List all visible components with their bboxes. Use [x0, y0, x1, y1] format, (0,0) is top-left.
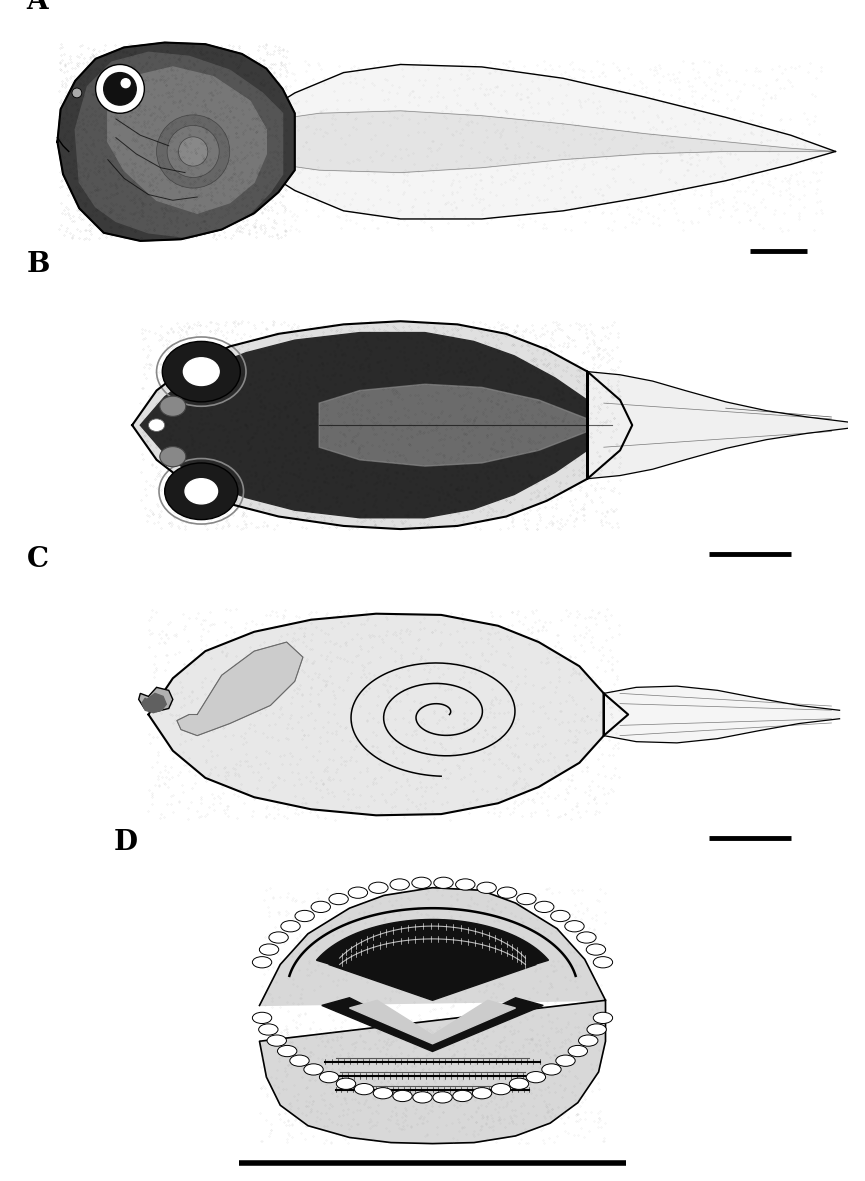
Circle shape	[157, 115, 230, 188]
Circle shape	[121, 79, 130, 87]
Ellipse shape	[355, 1083, 374, 1095]
Polygon shape	[75, 52, 283, 237]
Circle shape	[72, 89, 82, 98]
Ellipse shape	[586, 944, 606, 955]
Circle shape	[163, 341, 240, 402]
Ellipse shape	[278, 1045, 297, 1057]
Circle shape	[160, 446, 186, 466]
Polygon shape	[319, 384, 587, 466]
Ellipse shape	[587, 1024, 606, 1035]
Ellipse shape	[579, 1035, 598, 1046]
Polygon shape	[149, 614, 628, 815]
Circle shape	[95, 65, 144, 113]
Ellipse shape	[497, 887, 516, 899]
Ellipse shape	[281, 921, 300, 932]
Ellipse shape	[526, 1071, 546, 1083]
Ellipse shape	[260, 944, 279, 955]
Ellipse shape	[413, 1091, 432, 1103]
Ellipse shape	[516, 894, 536, 905]
Ellipse shape	[311, 901, 330, 913]
Ellipse shape	[452, 1090, 472, 1102]
Polygon shape	[260, 888, 606, 1143]
Text: A: A	[27, 0, 48, 15]
Ellipse shape	[336, 1078, 356, 1089]
Ellipse shape	[304, 1064, 324, 1075]
Ellipse shape	[374, 1088, 393, 1098]
Ellipse shape	[593, 957, 612, 968]
Ellipse shape	[472, 1088, 491, 1098]
Ellipse shape	[349, 887, 368, 899]
Polygon shape	[140, 333, 612, 517]
Circle shape	[149, 419, 164, 431]
Circle shape	[178, 137, 208, 167]
Ellipse shape	[565, 921, 584, 932]
Ellipse shape	[319, 1071, 339, 1083]
Polygon shape	[57, 43, 295, 241]
Polygon shape	[262, 65, 836, 218]
Circle shape	[160, 396, 186, 417]
Circle shape	[164, 463, 238, 520]
Ellipse shape	[509, 1078, 529, 1089]
Ellipse shape	[390, 879, 409, 890]
Ellipse shape	[267, 1035, 286, 1046]
Polygon shape	[138, 687, 173, 711]
Ellipse shape	[368, 882, 388, 893]
Ellipse shape	[551, 911, 570, 921]
Ellipse shape	[295, 911, 314, 921]
Ellipse shape	[393, 1090, 413, 1102]
Polygon shape	[108, 67, 266, 214]
Ellipse shape	[434, 877, 453, 888]
Ellipse shape	[412, 877, 431, 888]
Text: D: D	[114, 829, 138, 856]
Circle shape	[202, 363, 214, 371]
Ellipse shape	[269, 932, 288, 944]
Text: C: C	[27, 547, 48, 573]
Ellipse shape	[568, 1045, 587, 1057]
Ellipse shape	[432, 1091, 452, 1103]
Ellipse shape	[535, 901, 554, 913]
Ellipse shape	[290, 1055, 309, 1066]
Ellipse shape	[491, 1083, 510, 1095]
Polygon shape	[349, 1000, 516, 1044]
Polygon shape	[322, 998, 543, 1051]
Polygon shape	[604, 686, 840, 743]
Ellipse shape	[253, 957, 272, 968]
Ellipse shape	[593, 1012, 612, 1024]
Text: B: B	[27, 250, 50, 278]
Polygon shape	[587, 372, 848, 478]
Ellipse shape	[541, 1064, 561, 1075]
Circle shape	[104, 72, 137, 105]
Ellipse shape	[329, 894, 349, 905]
Polygon shape	[262, 111, 836, 172]
Ellipse shape	[253, 1012, 272, 1024]
Ellipse shape	[577, 932, 596, 944]
Circle shape	[202, 483, 212, 490]
Polygon shape	[177, 642, 303, 736]
Polygon shape	[132, 321, 632, 529]
Polygon shape	[317, 920, 548, 971]
Ellipse shape	[259, 1024, 278, 1035]
Ellipse shape	[456, 879, 475, 890]
Ellipse shape	[556, 1055, 575, 1066]
Circle shape	[183, 358, 219, 385]
Polygon shape	[142, 693, 166, 712]
Ellipse shape	[477, 882, 497, 893]
Circle shape	[185, 478, 218, 504]
Polygon shape	[329, 934, 536, 1000]
Circle shape	[167, 125, 219, 177]
